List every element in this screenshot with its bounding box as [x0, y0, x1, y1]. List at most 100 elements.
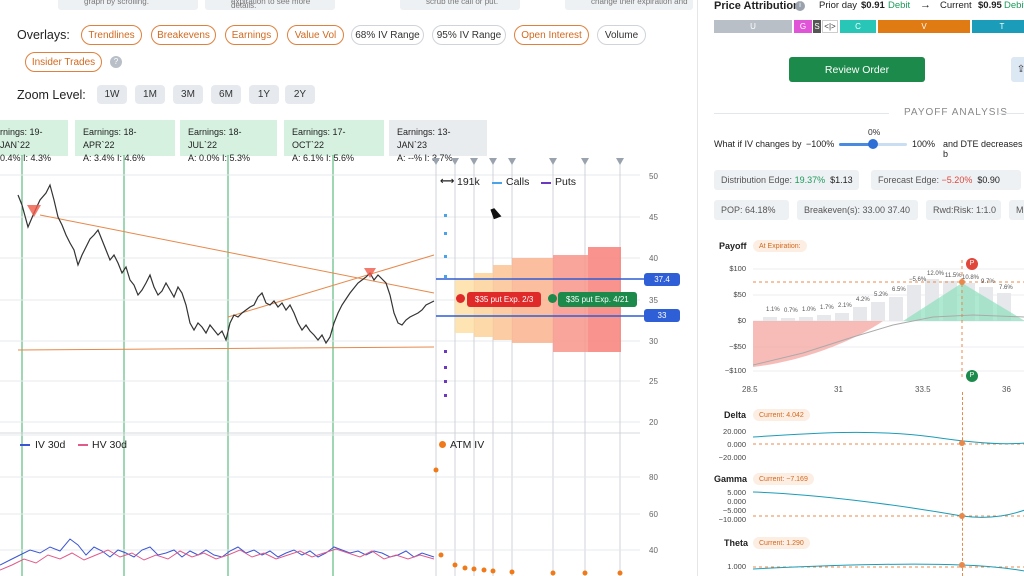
atm-iv-legend-label: ATM IV	[450, 439, 485, 451]
earnings-stats: A: 3.4% I: 4.6%	[83, 153, 146, 163]
current-value: $0.95	[978, 0, 1002, 11]
zoom-1m[interactable]: 1M	[135, 85, 165, 104]
theta-chart[interactable]	[753, 555, 1024, 576]
overlay-volume[interactable]: Volume	[597, 25, 646, 45]
payoff-title: Payoff	[719, 241, 747, 251]
forecast-edge[interactable]: Forecast Edge: −5.20% $0.90	[871, 170, 1021, 190]
delta-y-tick: 0.000	[727, 440, 746, 449]
overlay-68-iv-range[interactable]: 68% IV Range	[351, 25, 424, 45]
payoff-y-tick: $0	[737, 316, 746, 325]
payoff-pct-label: −5.6%	[909, 277, 927, 283]
attribution-split[interactable]: <|>	[822, 20, 838, 33]
earnings-box-jan23[interactable]: Earnings: 13-JAN`23 A: --% I: 3.7%	[389, 120, 487, 163]
hv-legend-label: HV 30d	[92, 439, 128, 451]
review-order-button[interactable]: Review Order	[789, 57, 925, 82]
overlay-trendlines[interactable]: Trendlines	[81, 25, 142, 45]
put-dot[interactable]	[456, 294, 465, 303]
crosshair-vertical	[962, 392, 963, 576]
attribution-vega[interactable]: V	[878, 20, 970, 33]
whatif-label: What if IV changes by	[714, 139, 802, 149]
gamma-current: Current: −7.169	[753, 473, 814, 485]
attribution-charm[interactable]: C	[840, 20, 876, 33]
gamma-title: Gamma	[714, 474, 748, 484]
distribution-edge[interactable]: Distribution Edge: 19.37% $1.13	[714, 170, 859, 190]
zoom-1y[interactable]: 1Y	[249, 85, 279, 104]
attribution-gamma[interactable]: G	[794, 20, 812, 33]
payoff-pct-label: 1.0%	[802, 307, 816, 313]
overlay-earnings[interactable]: Earnings	[225, 25, 278, 45]
iv-slider-fill	[839, 143, 873, 146]
zoom-3m[interactable]: 3M	[173, 85, 203, 104]
overlay-open-interest[interactable]: Open Interest	[514, 25, 589, 45]
attribution-theta[interactable]: T	[972, 20, 1024, 33]
theta-y-tick: 1.000	[727, 562, 746, 571]
zoom-6m[interactable]: 6M	[211, 85, 241, 104]
earnings-box-oct22[interactable]: Earnings: 17-OCT`22 A: 6.1% I: 5.6%	[284, 120, 384, 163]
info-icon[interactable]: i	[795, 1, 805, 11]
breakeven-stat: Breakeven(s): 33.00 37.40	[797, 200, 918, 220]
forecast-val: $0.90	[977, 175, 1000, 185]
put-tooltip[interactable]: $35 put Exp. 2/3	[467, 292, 542, 307]
hint-box-4: change their expiration and	[565, 0, 693, 10]
pop-stat: POP: 64.18%	[714, 200, 789, 220]
overlay-95-iv-range[interactable]: 95% IV Range	[432, 25, 506, 45]
iv-axis-tick: 60	[649, 510, 658, 519]
iv-max-label: 100%	[912, 139, 936, 149]
iv-slider-handle[interactable]	[868, 139, 878, 149]
payoff-pct-label: 1.7%	[820, 305, 834, 311]
payoff-x-tick: 33.5	[915, 385, 931, 394]
overlays-label: Overlays:	[17, 28, 70, 42]
zoom-1w[interactable]: 1W	[97, 85, 127, 104]
payoff-analysis-heading: PAYOFF ANALYSIS	[904, 107, 1008, 118]
hv-legend-swatch	[78, 444, 88, 446]
gamma-chart[interactable]	[753, 486, 1024, 526]
delta-y-tick: 20.000	[723, 427, 746, 436]
earnings-box-jul22[interactable]: Earnings: 18-JUL`22 A: 0.0% I: 5.3%	[180, 120, 277, 163]
attribution-s[interactable]: S	[813, 20, 821, 33]
hint-box-1: graph by scrolling.	[58, 0, 198, 10]
price-axis-tick: 45	[649, 213, 658, 222]
current-type: Debit	[1004, 0, 1024, 11]
earnings-box-apr22[interactable]: Earnings: 18-APR`22 A: 3.4% I: 4.6%	[75, 120, 175, 163]
puts-legend-label: Puts	[555, 176, 577, 188]
theta-title: Theta	[724, 538, 749, 548]
price-tag-upper: 37.4	[644, 273, 680, 286]
earnings-title: Earnings: 13-JAN`23	[397, 127, 451, 150]
hint-box-2: expiration to see more details.	[205, 0, 335, 10]
zoom-2y[interactable]: 2Y	[285, 85, 315, 104]
price-chart[interactable]	[0, 155, 697, 576]
attribution-underlying[interactable]: U	[714, 20, 792, 33]
gamma-y-tick: −5.000	[722, 506, 746, 515]
delta-chart[interactable]	[753, 425, 1024, 465]
payoff-y-tick: −$50	[729, 342, 746, 351]
payoff-x-tick: 36	[1002, 385, 1011, 394]
calls-legend-label: Calls	[506, 176, 530, 188]
forecast-pct: −5.20%	[941, 175, 973, 185]
payoff-divider-right	[998, 113, 1024, 114]
help-icon[interactable]: ?	[110, 56, 122, 68]
price-attribution-title: Price Attribution	[714, 0, 800, 12]
share-button[interactable]: ⇪	[1011, 57, 1024, 82]
payoff-y-tick: $50	[733, 290, 746, 299]
payoff-chart[interactable]	[753, 255, 1024, 380]
earnings-box-jan22[interactable]: rnings: 19-JAN`22 0.4% I: 4.3%	[0, 120, 68, 163]
payoff-marker-top[interactable]: P	[966, 258, 978, 270]
iv-legend-swatch	[20, 444, 30, 446]
earnings-title: Earnings: 18-JUL`22	[188, 127, 242, 150]
overlay-insider-trades[interactable]: Insider Trades	[25, 52, 102, 72]
payoff-tag: At Expiration:	[753, 240, 807, 252]
payoff-y-tick: $100	[729, 264, 746, 273]
theta-current: Current: 1.290	[753, 537, 810, 549]
payoff-pct-label: 11.5%	[945, 273, 962, 279]
call-tooltip[interactable]: $35 put Exp. 4/21	[558, 292, 637, 307]
price-axis-tick: 50	[649, 172, 658, 181]
overlay-value-vol[interactable]: Value Vol	[287, 25, 344, 45]
call-dot[interactable]	[548, 294, 557, 303]
payoff-marker-bottom[interactable]: P	[966, 370, 978, 382]
overlay-breakevens[interactable]: Breakevens	[151, 25, 216, 45]
gamma-y-tick: 0.000	[727, 497, 746, 506]
more-stat: M	[1009, 200, 1024, 220]
price-axis-tick: 40	[649, 254, 658, 263]
delta-current: Current: 4.042	[753, 409, 810, 421]
payoff-pct-label: 7.6%	[999, 285, 1013, 291]
